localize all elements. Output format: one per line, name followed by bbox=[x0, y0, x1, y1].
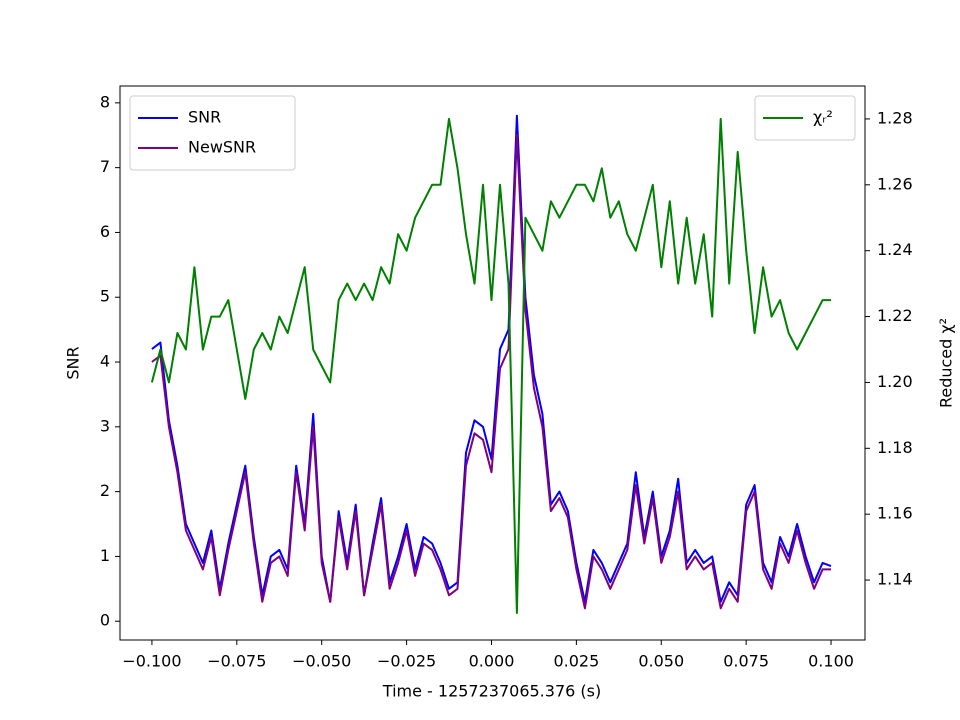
x-axis-label: Time - 1257237065.376 (s) bbox=[382, 682, 601, 701]
x-tick-label: 0.100 bbox=[808, 652, 854, 671]
legend-label: χᵣ² bbox=[813, 108, 833, 127]
x-tick-label: 0.050 bbox=[638, 652, 684, 671]
y-tick-label: 1 bbox=[100, 546, 110, 565]
y2-tick-label: 1.24 bbox=[877, 240, 913, 259]
series-line bbox=[151, 134, 831, 610]
y2-tick-label: 1.14 bbox=[877, 570, 913, 589]
legend-box bbox=[129, 95, 296, 171]
y2-tick-label: 1.22 bbox=[877, 306, 913, 325]
y2-axis-label: Reduced χ² bbox=[937, 318, 956, 408]
x-tick-label: −0.050 bbox=[292, 652, 351, 671]
x-tick-label: 0.025 bbox=[553, 652, 599, 671]
x-tick-label: 0.000 bbox=[469, 652, 515, 671]
y2-tick-label: 1.20 bbox=[877, 372, 913, 391]
plot-frame bbox=[119, 85, 866, 641]
y2-tick-label: 1.26 bbox=[877, 174, 913, 193]
series-line bbox=[150, 117, 831, 614]
y-tick-label: 7 bbox=[100, 157, 110, 176]
y-tick-label: 8 bbox=[100, 92, 110, 111]
y-tick-label: 3 bbox=[100, 416, 110, 435]
series-line bbox=[151, 114, 832, 603]
x-tick-label: −0.100 bbox=[122, 652, 181, 671]
y-tick-label: 0 bbox=[100, 611, 110, 630]
y-tick-label: 5 bbox=[100, 287, 110, 306]
y2-tick-label: 1.28 bbox=[877, 108, 913, 127]
x-tick-label: −0.025 bbox=[377, 652, 436, 671]
x-tick-label: 0.075 bbox=[723, 652, 769, 671]
legend-label: SNR bbox=[188, 108, 221, 127]
y-tick-label: 4 bbox=[100, 352, 110, 371]
y-tick-label: 6 bbox=[100, 222, 110, 241]
y-tick-label: 2 bbox=[100, 481, 110, 500]
y2-tick-label: 1.18 bbox=[877, 438, 913, 457]
legend-label: NewSNR bbox=[188, 138, 256, 157]
y2-tick-label: 1.16 bbox=[877, 504, 913, 523]
x-tick-label: −0.075 bbox=[207, 652, 266, 671]
legend-box bbox=[754, 95, 856, 141]
y-axis-label: SNR bbox=[64, 346, 83, 379]
